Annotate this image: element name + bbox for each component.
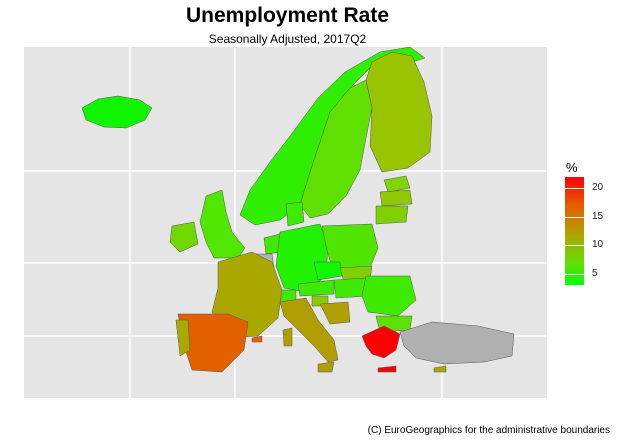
legend-tick-mark	[565, 245, 584, 246]
country-greece	[361, 325, 401, 359]
country-estonia	[383, 175, 411, 193]
country-lithuania	[375, 205, 409, 225]
country-crete	[377, 365, 397, 373]
country-cyprus	[433, 365, 447, 373]
map-subtitle: Seasonally Adjusted, 2017Q2	[208, 32, 367, 46]
country-sicily	[317, 361, 335, 373]
legend-tick-mark	[565, 217, 584, 218]
country-latvia	[379, 189, 413, 207]
country-portugal	[175, 319, 191, 357]
map-title: Unemployment Rate	[185, 4, 390, 27]
country-croatia	[319, 301, 351, 325]
country-balearics	[251, 335, 263, 343]
country-sardinia	[282, 327, 293, 347]
legend-tick-label: 20	[592, 182, 604, 193]
country-uk	[199, 189, 246, 259]
legend-tick-label: 15	[592, 211, 604, 222]
countries	[81, 46, 515, 373]
legend-colorbar	[565, 177, 584, 285]
credit-text: (C) EuroGeographics for the administrati…	[367, 425, 610, 436]
legend-tick-mark	[565, 274, 584, 275]
country-turkey	[399, 321, 515, 365]
country-czechia	[313, 261, 343, 281]
country-poland	[321, 223, 379, 269]
country-finland	[365, 51, 433, 173]
legend-tick-mark	[565, 188, 584, 189]
country-ireland	[169, 221, 199, 253]
legend-tick-label: 5	[592, 268, 598, 279]
legend-tick-label: 10	[592, 239, 604, 250]
country-italy	[279, 297, 339, 363]
legend-title: %	[566, 160, 578, 175]
country-denmark	[285, 201, 305, 227]
country-iceland	[81, 95, 153, 129]
country-austria	[297, 279, 335, 297]
